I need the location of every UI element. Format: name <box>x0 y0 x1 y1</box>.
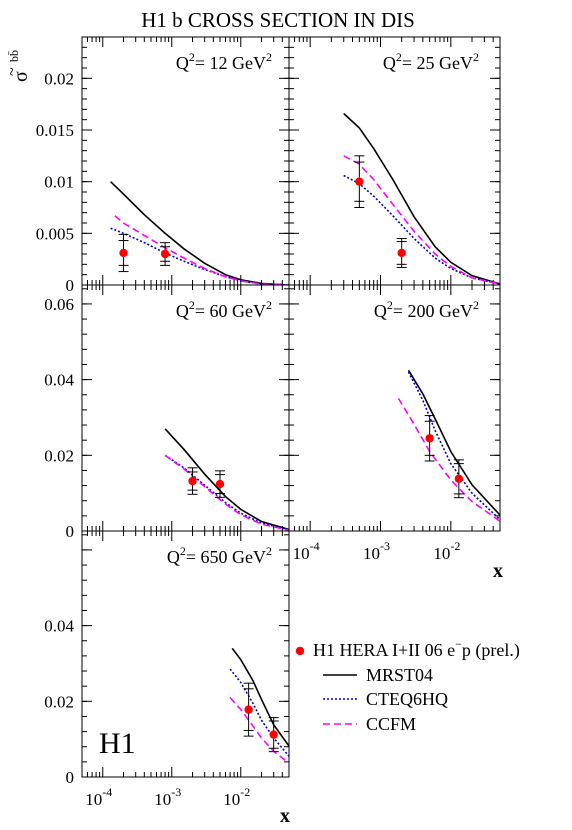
panel-4: Q2= 200 GeV2 <box>288 284 501 532</box>
y-axis-tilde: ~ <box>4 67 21 76</box>
panel-2: Q2= 25 GeV2 <box>288 36 501 286</box>
y-tick-label: 0.04 <box>44 371 74 390</box>
series-mrst04-line <box>110 181 289 285</box>
series-mrst04-line <box>164 428 289 531</box>
y-tick-label: 0.015 <box>36 121 74 140</box>
series-mrst04-line <box>407 369 500 516</box>
data-point <box>244 705 253 714</box>
q2-label: Q2= 650 GeV2 <box>167 544 272 567</box>
q2-label: Q2= 25 GeV2 <box>383 50 479 73</box>
legend-label: CTEQ6HQ <box>366 689 448 709</box>
y-tick-label: 0 <box>66 768 75 787</box>
q2-label: Q2= 12 GeV2 <box>176 50 272 73</box>
data-point <box>160 249 170 259</box>
data-point <box>269 730 278 739</box>
x-tick-label: 10-3 <box>154 785 181 809</box>
panel-frame <box>81 36 290 286</box>
data-point <box>454 474 464 483</box>
legend-item-mrst04: MRST04 <box>323 665 433 685</box>
y-tick-label: 0.02 <box>44 69 74 88</box>
series-ccfm-line <box>164 454 289 531</box>
x-tick-label: 10-4 <box>293 539 320 563</box>
y-tick-label: 0.02 <box>44 446 74 465</box>
data-point <box>397 248 406 258</box>
panel-frame <box>288 284 501 532</box>
panel-frame <box>288 36 501 286</box>
legend-item-ccfm: CCFM <box>323 714 416 734</box>
y-tick-label: 0 <box>66 522 75 541</box>
h1-logo-text: H1 <box>99 727 136 760</box>
q2-label: Q2= 60 GeV2 <box>176 298 272 321</box>
data-point <box>215 479 225 489</box>
series-cteq6hq-line <box>110 227 289 285</box>
y-tick-label: 0.01 <box>44 173 74 192</box>
legend-label: H1 HERA I+II 06 e−p (prel.) <box>313 637 520 661</box>
series-ccfm-line <box>343 155 500 285</box>
panel-1: 0 0.005 0.01 0.015 0.02 Q2= 12 GeV2 <box>36 36 290 295</box>
x-axis-label-right: x <box>493 560 503 582</box>
panel-frame <box>81 530 290 778</box>
data-point <box>188 476 197 486</box>
series-ccfm-line <box>229 696 289 764</box>
data-point <box>119 248 128 258</box>
q2-label: Q2= 200 GeV2 <box>374 298 479 321</box>
x-tick-label: 10-3 <box>363 539 390 563</box>
data-point <box>355 177 364 186</box>
y-axis-label: σ ~ bb̄ <box>4 50 32 82</box>
y-tick-label: 0 <box>66 276 75 295</box>
legend: H1 HERA I+II 06 e−p (prel.) MRST04 CTEQ6HQ… <box>295 637 520 734</box>
series-ccfm-line <box>397 398 500 522</box>
x-axis-label-bottom: x <box>280 805 290 827</box>
panel-5: 0 0.02 0.04 Q2= 650 GeV2 10-4 10-3 10-2 <box>44 530 290 809</box>
legend-label: MRST04 <box>366 665 433 685</box>
legend-item-cteq6hq: CTEQ6HQ <box>323 689 448 709</box>
series-cteq6hq-line <box>229 668 289 757</box>
series-ccfm-line <box>114 215 289 285</box>
legend-data-marker <box>295 646 305 656</box>
panels: 0 0.005 0.01 0.015 0.02 Q2= 12 GeV2 Q2= 25 GeV… <box>36 36 501 809</box>
panel-3: 0 0.02 0.04 0.06 Q2= 60 GeV2 <box>44 284 290 541</box>
series-mrst04-line <box>343 112 500 285</box>
y-tick-label: 0.005 <box>36 224 74 243</box>
panel-frame <box>81 284 290 532</box>
legend-label: CCFM <box>366 714 416 734</box>
x-tick-label: 10-4 <box>85 785 112 809</box>
series-cteq6hq-line <box>164 454 289 531</box>
x-tick-label: 10-2 <box>223 785 250 809</box>
legend-item-data: H1 HERA I+II 06 e−p (prel.) <box>295 637 520 661</box>
y-tick-label: 0.06 <box>44 295 74 314</box>
y-tick-label: 0.02 <box>44 692 74 711</box>
y-axis-subscript: bb̄ <box>7 50 21 62</box>
x-tick-label: 10-2 <box>433 539 460 563</box>
data-point <box>425 434 434 443</box>
y-axis-symbol: σ <box>10 71 32 82</box>
series-cteq6hq-line <box>343 174 500 285</box>
y-tick-label: 0.04 <box>44 617 74 636</box>
chart-title: H1 b CROSS SECTION IN DIS <box>141 8 415 32</box>
series-mrst04-line <box>231 647 289 747</box>
